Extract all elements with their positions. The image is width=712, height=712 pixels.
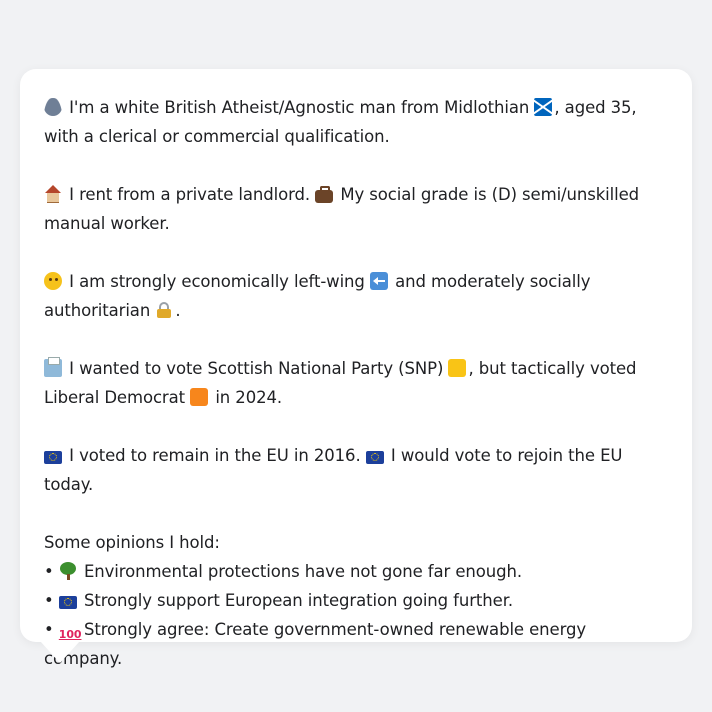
identity-line-2: with a clerical or commercial qualificat…	[44, 127, 390, 146]
economic-text: I am strongly economically left-wing	[69, 272, 365, 291]
orange-square-icon	[190, 388, 209, 406]
politics-line-2: authoritarian .	[44, 296, 668, 325]
thinking-face-icon	[44, 272, 62, 290]
housing-line-2: manual worker.	[44, 214, 170, 233]
left-arrow-icon	[369, 272, 388, 290]
lib-dem-text: Liberal Democrat	[44, 388, 185, 407]
tactical-text: , but tactically voted	[468, 359, 637, 378]
social-grade-text: My social grade is (D) semi/unskilled	[340, 185, 640, 204]
opinion-item: • Strongly support European integration …	[44, 586, 668, 615]
identity-age-text: , aged 35,	[554, 98, 637, 117]
remain-text: I voted to remain in the EU in 2016.	[69, 446, 361, 465]
social-text: and moderately socially	[395, 272, 591, 291]
politics-line-1: I am strongly economically left-wing and…	[44, 267, 668, 296]
bullet: •	[44, 591, 54, 610]
lock-icon	[155, 301, 173, 319]
housing-text: I rent from a private landlord.	[69, 185, 311, 204]
opinion-item: • 100 Strongly agree: Create government-…	[44, 615, 668, 673]
period-text: .	[175, 301, 181, 320]
opinion-text: Strongly support European integration go…	[83, 591, 514, 610]
housing-paragraph: I rent from a private landlord. My socia…	[44, 180, 668, 238]
tree-icon	[59, 562, 77, 580]
opinion-text: Environmental protections have not gone …	[83, 562, 522, 581]
identity-text: I'm a white British Atheist/Agnostic man…	[69, 98, 530, 117]
vote-line-2: Liberal Democrat in 2024.	[44, 383, 668, 412]
persona-text: I'm a white British Atheist/Agnostic man…	[44, 93, 668, 673]
authoritarian-text: authoritarian	[44, 301, 151, 320]
eu-flag-icon	[365, 451, 384, 464]
eu-flag-icon	[58, 596, 77, 609]
ballot-box-icon	[44, 357, 62, 377]
wanted-vote-text: I wanted to vote Scottish National Party…	[69, 359, 444, 378]
opinions-section: Some opinions I hold: • Environmental pr…	[44, 528, 668, 673]
identity-line-1: I'm a white British Atheist/Agnostic man…	[44, 93, 668, 122]
person-icon	[44, 98, 62, 116]
bullet: •	[44, 620, 54, 639]
house-icon	[44, 185, 62, 203]
bullet: •	[44, 562, 54, 581]
scotland-flag-icon	[534, 98, 553, 116]
eu-flag-icon	[44, 451, 62, 464]
politics-paragraph: I am strongly economically left-wing and…	[44, 267, 668, 325]
bubble-tail	[40, 641, 80, 663]
opinion-item: • Environmental protections have not gon…	[44, 557, 668, 586]
identity-paragraph: I'm a white British Atheist/Agnostic man…	[44, 93, 668, 151]
opinions-heading: Some opinions I hold:	[44, 533, 220, 552]
briefcase-icon	[315, 186, 334, 203]
rejoin-text: I would vote to rejoin the EU today.	[44, 446, 623, 494]
vote-line-1: I wanted to vote Scottish National Party…	[44, 354, 668, 383]
eu-line-1: I voted to remain in the EU in 2016. I w…	[44, 441, 668, 499]
hundred-points-icon: 100	[58, 628, 82, 641]
yellow-square-icon	[448, 359, 467, 377]
housing-line-1: I rent from a private landlord. My socia…	[44, 180, 668, 209]
opinion-text: Strongly agree: Create government-owned …	[44, 620, 587, 668]
year-text: in 2024.	[215, 388, 283, 407]
vote-paragraph: I wanted to vote Scottish National Party…	[44, 354, 668, 412]
eu-paragraph: I voted to remain in the EU in 2016. I w…	[44, 441, 668, 499]
persona-message-bubble: I'm a white British Atheist/Agnostic man…	[20, 69, 692, 668]
